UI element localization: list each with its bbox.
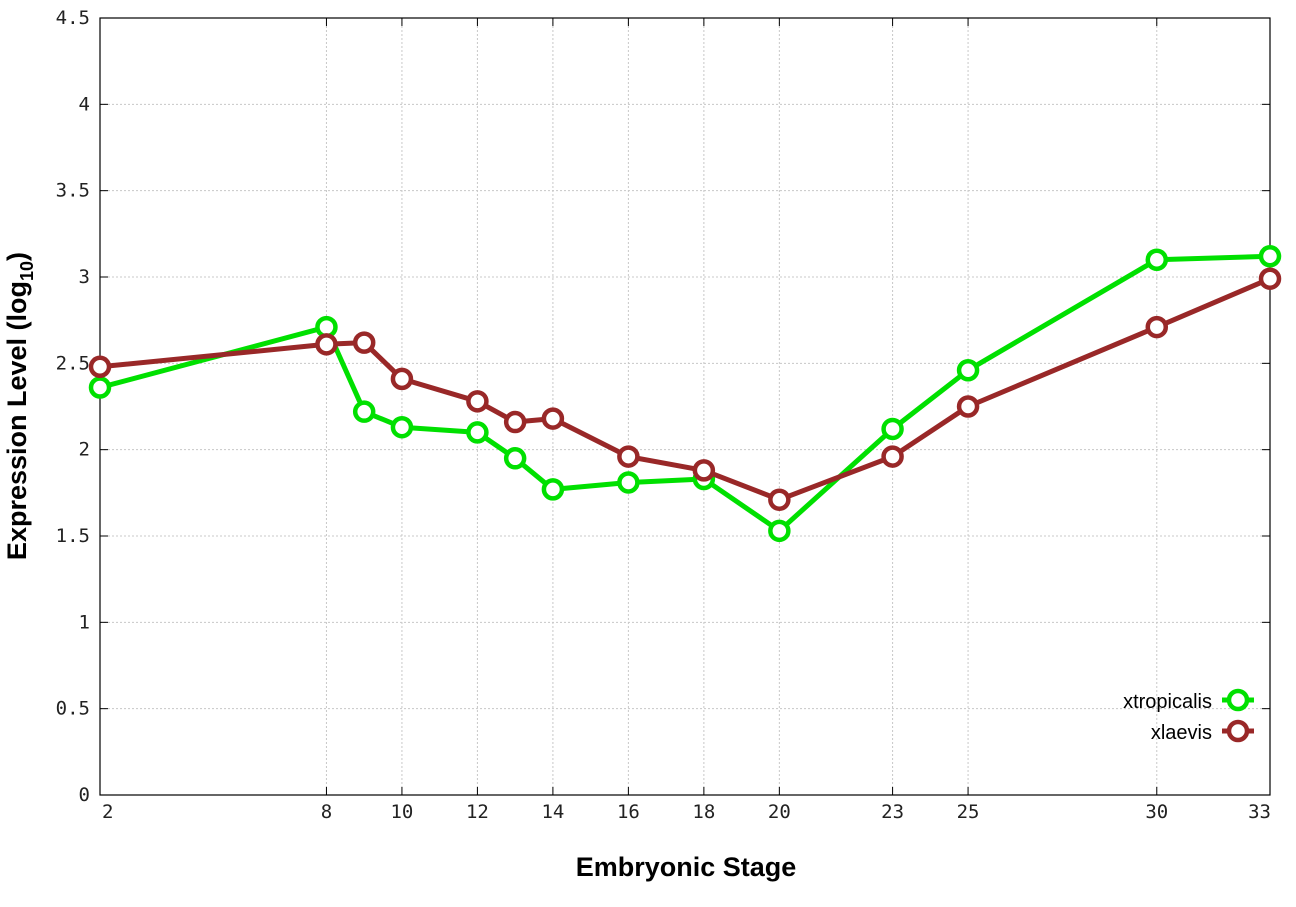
data-point-xlaevis (1145, 315, 1169, 339)
data-point-xlaevis (390, 367, 414, 391)
x-tick-label: 16 (617, 801, 640, 823)
data-point-xlaevis (466, 390, 489, 413)
data-point-xtropicalis (503, 447, 527, 470)
x-tick-label: 25 (957, 801, 980, 823)
y-tick-label: 3.5 (56, 180, 90, 202)
x-tick-label: 8 (321, 801, 332, 823)
data-point-xtropicalis (1145, 248, 1169, 271)
data-point-xlaevis (768, 488, 791, 511)
series-line-xlaevis (99, 276, 1271, 503)
data-point-xtropicalis (466, 421, 489, 444)
x-tick-label: 30 (1145, 801, 1168, 823)
x-tick-label: 20 (768, 801, 791, 823)
data-point-xlaevis (692, 459, 716, 482)
y-axis-title-close: ) (2, 252, 32, 261)
data-point-xlaevis (88, 355, 112, 379)
y-tick-label: 2.5 (56, 352, 90, 374)
data-point-xtropicalis (956, 358, 980, 382)
x-tick-label: 23 (881, 801, 904, 823)
data-point-xlaevis (541, 407, 565, 430)
y-tick-label: 2 (79, 439, 90, 461)
data-point-xlaevis (881, 445, 904, 468)
data-point-xlaevis (617, 445, 640, 468)
legend-marker-xlaevis (1226, 719, 1250, 743)
y-axis-title-subscript: 10 (17, 261, 37, 281)
y-tick-label: 0.5 (56, 698, 90, 720)
plot-frame (99, 17, 1271, 796)
x-tick-label: 14 (541, 801, 564, 823)
series-layer (88, 245, 1282, 543)
axis-ticks: 0 0.5 1 1.5 2 2.5 3 3.5 4 4.5 2 8 10 12 14 16 18 20 23 25 30… (56, 7, 1271, 823)
data-point-xlaevis (1258, 267, 1282, 290)
data-point-xtropicalis (1258, 245, 1282, 268)
y-tick-label: 3 (79, 266, 90, 288)
y-axis-title-main: Expression Level (log (2, 281, 32, 560)
grid-lines (100, 18, 1270, 795)
y-tick-label: 1.5 (56, 525, 90, 547)
x-axis-title: Embryonic Stage (576, 852, 797, 882)
y-tick-label: 4.5 (56, 7, 90, 29)
x-tick-label: 12 (466, 801, 489, 823)
y-tick-label: 0 (79, 784, 90, 806)
x-tick-label: 2 (102, 801, 113, 823)
x-tick-label: 18 (692, 801, 715, 823)
y-axis-title: Expression Level (log10) (2, 252, 37, 560)
data-point-xlaevis (956, 395, 980, 418)
data-point-xtropicalis (541, 478, 565, 501)
legend-marker-xtropicalis (1226, 688, 1250, 712)
data-point-xlaevis (503, 410, 527, 434)
x-tick-label: 33 (1248, 801, 1271, 823)
data-point-xtropicalis (617, 471, 640, 494)
y-tick-label: 1 (79, 611, 90, 633)
data-point-xtropicalis (88, 376, 112, 399)
data-point-xlaevis (315, 333, 338, 356)
data-point-xtropicalis (881, 417, 904, 441)
legend-label-xtropicalis: xtropicalis (1123, 691, 1212, 713)
series-xlaevis (88, 267, 1282, 511)
legend-label-xlaevis: xlaevis (1151, 722, 1212, 744)
legend: xtropicalis xlaevis (1123, 688, 1254, 744)
x-tick-label: 10 (390, 801, 413, 823)
data-point-xtropicalis (390, 415, 414, 439)
data-point-xlaevis (352, 331, 376, 354)
y-tick-label: 4 (79, 93, 90, 115)
data-point-xtropicalis (768, 519, 791, 543)
series-xtropicalis (88, 245, 1282, 543)
series-line-xtropicalis (99, 253, 1271, 534)
data-point-xtropicalis (352, 400, 376, 423)
